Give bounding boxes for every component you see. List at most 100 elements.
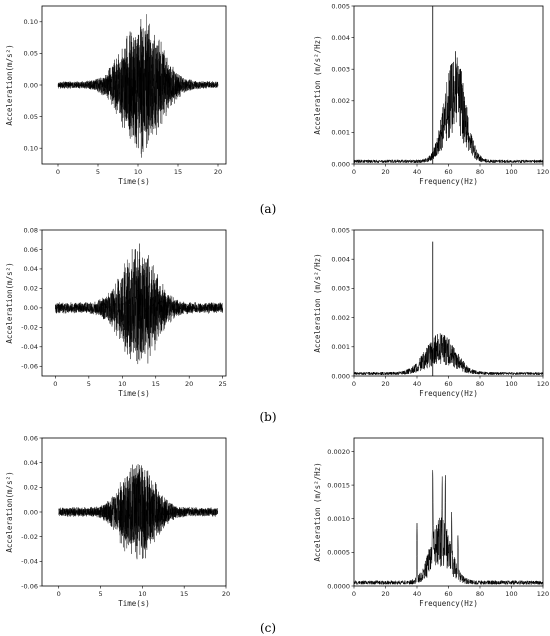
- y-tick-label: 0.00: [24, 81, 38, 89]
- x-tick-label: 80: [476, 590, 484, 598]
- y-axis-label: Acceleration(m/s²): [5, 262, 14, 343]
- y-tick-label: 0.04: [24, 459, 38, 467]
- y-tick-label: -0.06: [21, 582, 38, 590]
- x-tick-label: 15: [152, 380, 160, 388]
- x-tick-label: 0: [57, 590, 61, 598]
- caption-c: (c): [260, 621, 276, 635]
- y-tick-label: 0.00: [24, 508, 38, 516]
- y-tick-label: 0.10: [24, 145, 38, 153]
- x-tick-label: 40: [413, 380, 421, 388]
- y-tick-label: 0.000: [331, 372, 350, 380]
- x-tick-label: 5: [98, 590, 102, 598]
- chart-a-time: 0 5 10 15 20 0.10 0.05 0.00 0.05 0.10 Time(s) Accel…: [5, 5, 227, 186]
- x-tick-label: 100: [505, 590, 517, 598]
- y-tick-label: -0.02: [21, 324, 38, 332]
- chart-c-time: 0 5 10 15 20 0.06 0.04 0.02 0.00 -0.02 -0.04 -0.06 T…: [5, 434, 230, 608]
- y-tick-label: -0.04: [21, 558, 38, 566]
- plot-frame: [353, 437, 544, 587]
- x-tick-label: 60: [444, 380, 452, 388]
- charts: 0 5 10 15 20 0.10 0.05 0.00 0.05 0.10 Time(s) Accel…: [5, 2, 549, 608]
- y-tick-label: 0.02: [24, 484, 38, 492]
- y-tick-label: -0.02: [21, 533, 38, 541]
- x-tick-label: 20: [381, 380, 389, 388]
- y-tick-label: 0.005: [331, 226, 350, 234]
- series-line: [353, 51, 544, 164]
- x-tick-label: 40: [413, 590, 421, 598]
- y-tick-label: 0.005: [331, 2, 350, 10]
- y-tick-label: 0.003: [331, 285, 350, 293]
- y-tick-label: -0.04: [21, 343, 38, 351]
- plot-frame: [353, 5, 544, 165]
- y-tick-label: -0.06: [21, 363, 38, 371]
- x-axis-label: Time(s): [118, 599, 150, 608]
- y-axis-label: Acceleration(m/s²): [5, 471, 14, 552]
- y-axis-label: Acceleration (m/s²/Hz): [313, 253, 322, 352]
- x-tick-label: 5: [87, 380, 91, 388]
- x-tick-label: 60: [444, 168, 452, 176]
- x-tick-label: 0: [53, 380, 57, 388]
- x-tick-label: 0: [352, 590, 356, 598]
- x-axis-label: Frequency(Hz): [419, 177, 478, 186]
- x-tick-label: 5: [96, 168, 100, 176]
- x-tick-label: 80: [476, 380, 484, 388]
- x-tick-label: 100: [505, 168, 517, 176]
- y-tick-label: 0.003: [331, 66, 350, 74]
- y-tick-label: 0.004: [331, 34, 350, 42]
- series-line: [57, 14, 219, 158]
- x-axis-label: Time(s): [118, 177, 150, 186]
- y-tick-label: 0.001: [331, 129, 350, 137]
- chart-b-freq: 0 20 40 60 80 100 120 0.000 0.001 0.002 0.003 0.004…: [313, 226, 549, 398]
- y-tick-label: 0.05: [24, 113, 38, 121]
- x-axis-label: Frequency(Hz): [419, 389, 478, 398]
- series-line: [55, 243, 223, 365]
- y-tick-label: 0.0020: [327, 448, 350, 456]
- y-tick-label: 0.00: [24, 304, 38, 312]
- y-tick-label: 0.0000: [327, 582, 350, 590]
- x-tick-label: 20: [222, 590, 230, 598]
- series-line: [353, 333, 544, 376]
- x-tick-label: 80: [476, 168, 484, 176]
- x-tick-label: 120: [537, 380, 549, 388]
- x-tick-label: 10: [138, 590, 146, 598]
- y-tick-label: 0.04: [24, 265, 38, 273]
- plot-frame: [41, 229, 227, 377]
- y-tick-label: 0.10: [24, 18, 38, 26]
- x-tick-label: 10: [134, 168, 142, 176]
- x-tick-label: 25: [219, 380, 227, 388]
- x-tick-label: 10: [118, 380, 126, 388]
- y-tick-label: 0.0010: [327, 515, 350, 523]
- y-tick-label: 0.000: [331, 160, 350, 168]
- y-axis-label: Acceleration(m/s²): [5, 44, 14, 125]
- x-tick-label: 120: [537, 168, 549, 176]
- y-tick-label: 0.02: [24, 285, 38, 293]
- chart-c-freq: 0 20 40 60 80 100 120 0.0000 0.0005 0.0010 0.0015 0…: [313, 437, 549, 608]
- x-tick-label: 60: [444, 590, 452, 598]
- x-tick-label: 15: [180, 590, 188, 598]
- x-tick-label: 20: [214, 168, 222, 176]
- x-tick-label: 0: [352, 380, 356, 388]
- chart-a-freq: 0 20 40 60 80 100 120 0.000 0.001 0.002 0.003 0.004…: [313, 2, 549, 186]
- y-tick-label: 0.0015: [327, 481, 350, 489]
- chart-b-time: 0 5 10 15 20 25 0.08 0.06 0.04 0.02 0.00 -0.02 -0.04…: [5, 226, 227, 398]
- y-tick-label: 0.002: [331, 314, 350, 322]
- caption-b: (b): [259, 410, 276, 424]
- y-tick-label: 0.004: [331, 256, 350, 264]
- x-tick-label: 120: [537, 590, 549, 598]
- x-tick-label: 20: [381, 590, 389, 598]
- x-tick-label: 100: [505, 380, 517, 388]
- x-tick-label: 0: [56, 168, 60, 176]
- x-axis-label: Frequency(Hz): [419, 599, 478, 608]
- x-tick-label: 15: [174, 168, 182, 176]
- caption-a: (a): [260, 202, 277, 216]
- x-tick-label: 40: [413, 168, 421, 176]
- series-line: [353, 469, 544, 586]
- x-tick-label: 20: [381, 168, 389, 176]
- y-tick-label: 0.0005: [327, 549, 350, 557]
- y-axis-label: Acceleration (m/s²/Hz): [313, 35, 322, 134]
- y-tick-label: 0.001: [331, 343, 350, 351]
- x-tick-label: 0: [352, 168, 356, 176]
- y-tick-label: 0.06: [24, 246, 38, 254]
- x-axis-label: Time(s): [118, 389, 150, 398]
- x-tick-label: 20: [185, 380, 193, 388]
